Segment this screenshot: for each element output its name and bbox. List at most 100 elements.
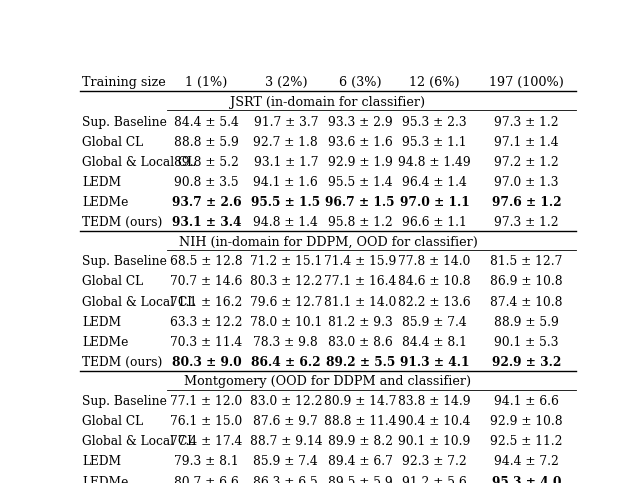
Text: 88.8 ± 5.9: 88.8 ± 5.9 [174, 136, 239, 149]
Text: LEDM: LEDM [83, 176, 122, 189]
Text: LEDMe: LEDMe [83, 476, 129, 483]
Text: 95.5 ± 1.4: 95.5 ± 1.4 [328, 176, 392, 189]
Text: 70.7 ± 14.6: 70.7 ± 14.6 [170, 275, 243, 288]
Text: 90.1 ± 10.9: 90.1 ± 10.9 [399, 435, 471, 448]
Text: 80.3 ± 12.2: 80.3 ± 12.2 [250, 275, 322, 288]
Text: 1 (1%): 1 (1%) [186, 75, 228, 88]
Text: 81.2 ± 9.3: 81.2 ± 9.3 [328, 315, 392, 328]
Text: 94.8 ± 1.49: 94.8 ± 1.49 [398, 156, 471, 169]
Text: Global CL: Global CL [83, 136, 143, 149]
Text: 91.7 ± 3.7: 91.7 ± 3.7 [253, 115, 318, 128]
Text: 80.9 ± 14.7: 80.9 ± 14.7 [324, 395, 397, 408]
Text: Global & Local CL: Global & Local CL [83, 296, 196, 309]
Text: 92.9 ± 3.2: 92.9 ± 3.2 [492, 356, 561, 369]
Text: 78.3 ± 9.8: 78.3 ± 9.8 [253, 336, 318, 349]
Text: 81.1 ± 14.0: 81.1 ± 14.0 [324, 296, 396, 309]
Text: 95.3 ± 1.1: 95.3 ± 1.1 [403, 136, 467, 149]
Text: JSRT (in-domain for classifier): JSRT (in-domain for classifier) [230, 96, 426, 109]
Text: 71.1 ± 16.2: 71.1 ± 16.2 [170, 296, 243, 309]
Text: 92.7 ± 1.8: 92.7 ± 1.8 [253, 136, 318, 149]
Text: 97.1 ± 1.4: 97.1 ± 1.4 [494, 136, 559, 149]
Text: 97.0 ± 1.3: 97.0 ± 1.3 [494, 176, 559, 189]
Text: LEDMe: LEDMe [83, 196, 129, 209]
Text: 77.8 ± 14.0: 77.8 ± 14.0 [399, 256, 471, 269]
Text: 94.1 ± 1.6: 94.1 ± 1.6 [253, 176, 318, 189]
Text: 79.3 ± 8.1: 79.3 ± 8.1 [174, 455, 239, 469]
Text: 97.3 ± 1.2: 97.3 ± 1.2 [494, 216, 559, 229]
Text: Sup. Baseline: Sup. Baseline [83, 115, 167, 128]
Text: 97.6 ± 1.2: 97.6 ± 1.2 [492, 196, 561, 209]
Text: 84.4 ± 8.1: 84.4 ± 8.1 [402, 336, 467, 349]
Text: Sup. Baseline: Sup. Baseline [83, 395, 167, 408]
Text: 93.6 ± 1.6: 93.6 ± 1.6 [328, 136, 392, 149]
Text: 83.0 ± 12.2: 83.0 ± 12.2 [250, 395, 322, 408]
Text: 92.9 ± 10.8: 92.9 ± 10.8 [490, 415, 563, 428]
Text: 87.6 ± 9.7: 87.6 ± 9.7 [253, 415, 318, 428]
Text: 87.4 ± 10.8: 87.4 ± 10.8 [490, 296, 563, 309]
Text: 96.6 ± 1.1: 96.6 ± 1.1 [403, 216, 467, 229]
Text: 197 (100%): 197 (100%) [489, 75, 564, 88]
Text: 95.3 ± 4.0: 95.3 ± 4.0 [492, 476, 561, 483]
Text: 93.3 ± 2.9: 93.3 ± 2.9 [328, 115, 392, 128]
Text: 89.2 ± 5.5: 89.2 ± 5.5 [326, 356, 395, 369]
Text: LEDM: LEDM [83, 315, 122, 328]
Text: 84.6 ± 10.8: 84.6 ± 10.8 [398, 275, 471, 288]
Text: Global & Local CL: Global & Local CL [83, 156, 196, 169]
Text: 85.9 ± 7.4: 85.9 ± 7.4 [253, 455, 318, 469]
Text: 81.5 ± 12.7: 81.5 ± 12.7 [490, 256, 563, 269]
Text: 70.3 ± 11.4: 70.3 ± 11.4 [170, 336, 243, 349]
Text: TEDM (ours): TEDM (ours) [83, 216, 163, 229]
Text: 84.4 ± 5.4: 84.4 ± 5.4 [174, 115, 239, 128]
Text: Global CL: Global CL [83, 275, 143, 288]
Text: 90.4 ± 10.4: 90.4 ± 10.4 [398, 415, 471, 428]
Text: 88.8 ± 11.4: 88.8 ± 11.4 [324, 415, 397, 428]
Text: 86.9 ± 10.8: 86.9 ± 10.8 [490, 275, 563, 288]
Text: 93.1 ± 1.7: 93.1 ± 1.7 [253, 156, 318, 169]
Text: 89.9 ± 8.2: 89.9 ± 8.2 [328, 435, 393, 448]
Text: 96.4 ± 1.4: 96.4 ± 1.4 [402, 176, 467, 189]
Text: NIH (in-domain for DDPM, OOD for classifier): NIH (in-domain for DDPM, OOD for classif… [179, 236, 477, 249]
Text: 92.3 ± 7.2: 92.3 ± 7.2 [403, 455, 467, 469]
Text: 71.4 ± 15.9: 71.4 ± 15.9 [324, 256, 396, 269]
Text: 63.3 ± 12.2: 63.3 ± 12.2 [170, 315, 243, 328]
Text: 97.2 ± 1.2: 97.2 ± 1.2 [494, 156, 559, 169]
Text: 89.5 ± 5.9: 89.5 ± 5.9 [328, 476, 392, 483]
Text: 91.2 ± 5.6: 91.2 ± 5.6 [403, 476, 467, 483]
Text: 94.4 ± 7.2: 94.4 ± 7.2 [494, 455, 559, 469]
Text: 85.9 ± 7.4: 85.9 ± 7.4 [403, 315, 467, 328]
Text: 83.8 ± 14.9: 83.8 ± 14.9 [398, 395, 471, 408]
Text: 80.3 ± 9.0: 80.3 ± 9.0 [172, 356, 241, 369]
Text: 96.7 ± 1.5: 96.7 ± 1.5 [326, 196, 395, 209]
Text: 76.1 ± 15.0: 76.1 ± 15.0 [170, 415, 243, 428]
Text: LEDMe: LEDMe [83, 336, 129, 349]
Text: 88.7 ± 9.14: 88.7 ± 9.14 [250, 435, 322, 448]
Text: 94.8 ± 1.4: 94.8 ± 1.4 [253, 216, 318, 229]
Text: 95.8 ± 1.2: 95.8 ± 1.2 [328, 216, 392, 229]
Text: 93.1 ± 3.4: 93.1 ± 3.4 [172, 216, 241, 229]
Text: 90.8 ± 3.5: 90.8 ± 3.5 [174, 176, 239, 189]
Text: 71.2 ± 15.1: 71.2 ± 15.1 [250, 256, 322, 269]
Text: 12 (6%): 12 (6%) [410, 75, 460, 88]
Text: TEDM (ours): TEDM (ours) [83, 356, 163, 369]
Text: 3 (2%): 3 (2%) [264, 75, 307, 88]
Text: 77.1 ± 12.0: 77.1 ± 12.0 [170, 395, 243, 408]
Text: Global CL: Global CL [83, 415, 143, 428]
Text: 95.3 ± 2.3: 95.3 ± 2.3 [403, 115, 467, 128]
Text: 77.4 ± 17.4: 77.4 ± 17.4 [170, 435, 243, 448]
Text: 77.1 ± 16.4: 77.1 ± 16.4 [324, 275, 396, 288]
Text: 86.4 ± 6.2: 86.4 ± 6.2 [251, 356, 321, 369]
Text: 90.1 ± 5.3: 90.1 ± 5.3 [494, 336, 559, 349]
Text: 97.0 ± 1.1: 97.0 ± 1.1 [400, 196, 470, 209]
Text: Training size: Training size [83, 75, 166, 88]
Text: LEDM: LEDM [83, 455, 122, 469]
Text: 91.3 ± 4.1: 91.3 ± 4.1 [400, 356, 469, 369]
Text: 97.3 ± 1.2: 97.3 ± 1.2 [494, 115, 559, 128]
Text: 92.5 ± 11.2: 92.5 ± 11.2 [490, 435, 563, 448]
Text: 94.1 ± 6.6: 94.1 ± 6.6 [494, 395, 559, 408]
Text: 79.6 ± 12.7: 79.6 ± 12.7 [250, 296, 322, 309]
Text: 6 (3%): 6 (3%) [339, 75, 381, 88]
Text: 92.9 ± 1.9: 92.9 ± 1.9 [328, 156, 393, 169]
Text: 78.0 ± 10.1: 78.0 ± 10.1 [250, 315, 322, 328]
Text: 68.5 ± 12.8: 68.5 ± 12.8 [170, 256, 243, 269]
Text: 83.0 ± 8.6: 83.0 ± 8.6 [328, 336, 392, 349]
